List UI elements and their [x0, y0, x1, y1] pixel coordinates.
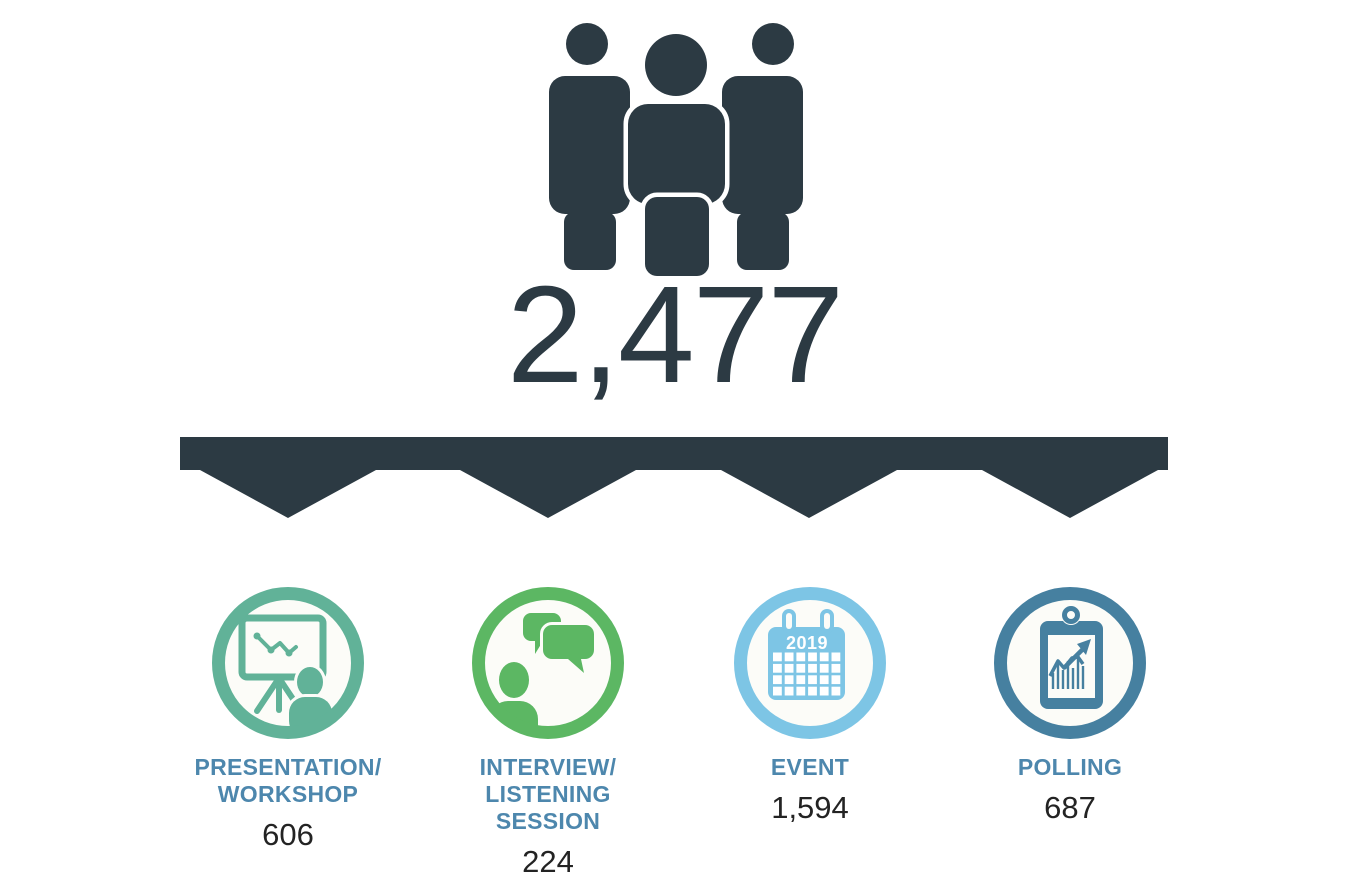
category-value: 606 [262, 817, 314, 853]
speech-bubble-front [540, 622, 597, 682]
category-value: 1,594 [771, 790, 849, 826]
calendar-glyph: 2019 [768, 609, 845, 700]
trend-chart-glyph [1048, 639, 1091, 689]
category-label: PRESENTATION/ WORKSHOP [194, 754, 382, 808]
category-label: EVENT [770, 754, 850, 780]
calendar-year-label: 2019 [786, 633, 828, 653]
category-column-interview: INTERVIEW/ LISTENING SESSION 224 [418, 585, 678, 880]
person-left-silhouette [549, 23, 630, 270]
category-label: INTERVIEW/ LISTENING SESSION [479, 754, 617, 835]
speech-bubbles-person-icon [472, 587, 624, 739]
clipboard-glyph [1040, 605, 1103, 709]
category-value: 687 [1044, 790, 1096, 826]
category-column-event: 2019 EVENT 1,594 [680, 585, 940, 826]
people-group-icon [549, 23, 803, 276]
category-column-polling: POLLING 687 [940, 585, 1200, 826]
category-value: 224 [522, 844, 574, 880]
person-right-silhouette [722, 23, 803, 270]
calendar-2019-icon: 2019 [734, 587, 886, 739]
total-count: 2,477 [506, 258, 844, 412]
category-label: POLLING [1017, 754, 1123, 780]
calendar-grid [773, 652, 841, 696]
clipboard-chart-icon [994, 587, 1146, 739]
presentation-easel-icon [212, 587, 364, 739]
person-center-silhouette [623, 29, 730, 276]
category-column-presentation: PRESENTATION/ WORKSHOP 606 [158, 585, 418, 853]
ribbon-banner [180, 437, 1168, 518]
